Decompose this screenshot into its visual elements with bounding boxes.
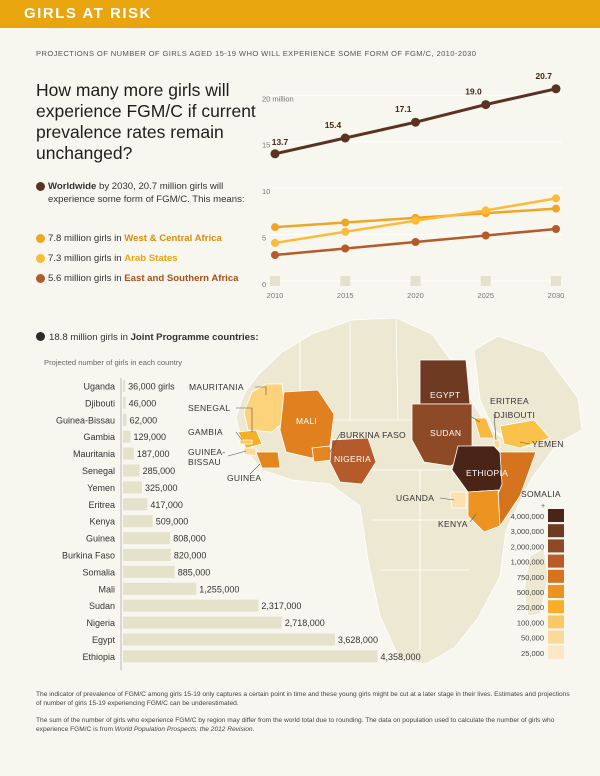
bar-value-label: 2,317,000	[261, 601, 301, 611]
bar-category-label: Djibouti	[85, 398, 115, 408]
bar-category-label: Uganda	[83, 382, 115, 392]
bar-value-label: 36,000 girls	[128, 382, 175, 392]
bar	[123, 380, 125, 392]
bar-value-label: 285,000	[143, 466, 176, 476]
bar-category-label: Mauritania	[73, 449, 115, 459]
bar	[123, 481, 142, 493]
bar	[123, 549, 171, 561]
bar	[123, 414, 127, 426]
footnote-1: The indicator of prevalence of FGM/C amo…	[36, 690, 576, 708]
footnote-2-end: .	[253, 726, 255, 733]
bar-category-label: Ethiopia	[82, 652, 115, 662]
bar	[123, 634, 335, 646]
bar-value-label: 46,000	[129, 398, 157, 408]
footnote-2-source: World Population Prospects: the 2012 Rev…	[115, 726, 253, 733]
bar-value-label: 325,000	[145, 483, 178, 493]
bar-value-label: 509,000	[156, 517, 189, 527]
bar-category-label: Somalia	[82, 567, 115, 577]
footnote-2: The sum of the number of girls who exper…	[36, 716, 576, 734]
bar	[123, 498, 147, 510]
bar-category-label: Sudan	[89, 601, 115, 611]
bar	[123, 617, 282, 629]
bar-category-label: Senegal	[82, 466, 115, 476]
bar-category-label: Gambia	[83, 432, 115, 442]
bar-category-label: Mali	[98, 584, 115, 594]
bar-value-label: 820,000	[174, 551, 207, 561]
footnote-2-text: The sum of the number of girls who exper…	[36, 717, 554, 733]
bar	[123, 650, 378, 662]
bar-value-label: 2,718,000	[285, 618, 325, 628]
bar-value-label: 808,000	[173, 534, 206, 544]
bar	[123, 397, 126, 409]
bar-category-label: Eritrea	[88, 500, 115, 510]
bar-category-label: Yemen	[87, 483, 115, 493]
bar-category-label: Nigeria	[86, 618, 115, 628]
bar-category-label: Guinea	[86, 534, 115, 544]
bar-category-label: Guinea-Bissau	[56, 415, 115, 425]
bar-category-label: Kenya	[89, 517, 115, 527]
bar	[123, 431, 131, 443]
bar	[123, 566, 175, 578]
bar	[123, 448, 134, 460]
bar	[123, 465, 140, 477]
bar-value-label: 417,000	[150, 500, 183, 510]
bar-value-label: 885,000	[178, 567, 211, 577]
bar-value-label: 1,255,000	[199, 584, 239, 594]
bar-value-label: 129,000	[134, 432, 167, 442]
bar	[123, 532, 170, 544]
bar	[123, 583, 196, 595]
bar-value-label: 187,000	[137, 449, 170, 459]
bar-chart: Uganda 36,000 girls Djibouti 46,000 Guinea-B…	[0, 0, 600, 680]
bar-value-label: 62,000	[130, 415, 158, 425]
bar	[123, 600, 258, 612]
bar-category-label: Burkina Faso	[62, 551, 115, 561]
bar-value-label: 4,358,000	[381, 652, 421, 662]
bar-value-label: 3,628,000	[338, 635, 378, 645]
bar-category-label: Egypt	[92, 635, 116, 645]
bar	[123, 515, 153, 527]
